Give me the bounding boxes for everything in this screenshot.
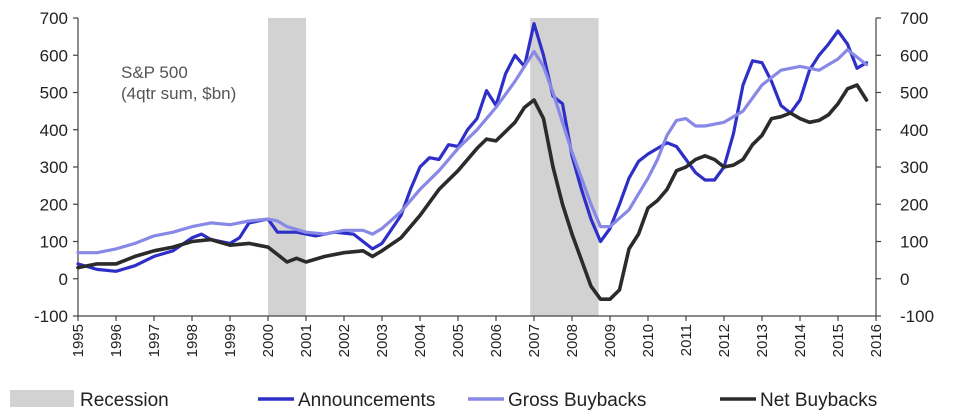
x-tick-label: 2012	[716, 324, 733, 357]
series-line-announcements	[76, 22, 869, 273]
chart-annotation: S&P 500 (4qtr sum, $bn)	[121, 63, 236, 103]
left-y-tick-label: 700	[40, 9, 68, 28]
recession-bands	[268, 18, 599, 316]
left-y-tick-label: 600	[40, 46, 68, 65]
x-tick-label: 1999	[222, 324, 239, 357]
x-tick-label: 2013	[754, 324, 771, 357]
annotation-line-1: S&P 500	[121, 63, 188, 82]
right-y-tick-label: -100	[900, 307, 934, 326]
right-y-tick-label: 200	[900, 195, 928, 214]
x-tick-label: 2006	[488, 324, 505, 357]
right-y-tick-label: 700	[900, 9, 928, 28]
x-tick-label: 2005	[450, 324, 467, 357]
legend: Recession Announcements Gross Buybacks Net …	[10, 390, 877, 411]
x-tick-label: 2002	[336, 324, 353, 357]
series-line-net-buybacks	[76, 83, 869, 301]
left-y-tick-label: 0	[59, 270, 68, 289]
x-tick-label: 2015	[830, 324, 847, 357]
annotation-line-2: (4qtr sum, $bn)	[121, 84, 236, 103]
x-tick-label: 2010	[640, 324, 657, 357]
left-y-tick-label: -100	[34, 307, 68, 326]
x-tick-label: 1998	[184, 324, 201, 357]
left-y-tick-label: 200	[40, 195, 68, 214]
x-tick-labels: 1995 1996 1997 1998 1999 2000 2001 2002 2003 2004…	[70, 324, 885, 357]
left-y-tick-label: 100	[40, 233, 68, 252]
right-y-tick-label: 600	[900, 46, 928, 65]
left-y-tick-label: 300	[40, 158, 68, 177]
x-tick-label: 2008	[564, 324, 581, 357]
left-y-tick-labels: -100 0 100 200 300 400 500 600 700	[34, 9, 68, 326]
recession-band-2	[530, 18, 599, 316]
legend-label: Gross Buybacks	[508, 390, 646, 411]
legend-item-gross-buybacks: Gross Buybacks	[468, 390, 646, 411]
right-y-tick-label: 300	[900, 158, 928, 177]
x-tick-label: 2014	[792, 324, 809, 357]
x-tick-label: 2004	[412, 324, 429, 357]
legend-swatch	[10, 390, 74, 407]
right-y-tick-label: 0	[900, 270, 909, 289]
x-tick-label: 2003	[374, 324, 391, 357]
x-tick-label: 2001	[298, 324, 315, 357]
legend-label: Recession	[80, 390, 169, 411]
x-tick-label: 2000	[260, 324, 277, 357]
x-tick-label: 1997	[146, 324, 163, 357]
x-tick-label: 2016	[868, 324, 885, 357]
right-y-tick-label: 400	[900, 121, 928, 140]
axes	[73, 17, 881, 321]
left-y-tick-label: 400	[40, 121, 68, 140]
legend-item-announcements: Announcements	[258, 390, 435, 411]
x-tick-label: 2009	[602, 324, 619, 357]
legend-item-net-buybacks: Net Buybacks	[720, 390, 877, 411]
series-lines	[76, 22, 869, 301]
legend-label: Net Buybacks	[760, 390, 877, 411]
recession-band-1	[268, 18, 306, 316]
x-tick-label: 2011	[678, 324, 695, 356]
left-y-tick-label: 500	[40, 84, 68, 103]
legend-label: Announcements	[298, 390, 435, 411]
x-tick-label: 2007	[526, 324, 543, 357]
legend-item-recession: Recession	[10, 390, 169, 411]
right-y-tick-label: 500	[900, 84, 928, 103]
x-tick-label: 1995	[70, 324, 87, 357]
right-y-tick-labels: -100 0 100 200 300 400 500 600 700	[900, 9, 934, 326]
x-tick-label: 1996	[108, 324, 125, 357]
series-line-gross-buybacks	[76, 48, 869, 255]
right-y-tick-label: 100	[900, 233, 928, 252]
